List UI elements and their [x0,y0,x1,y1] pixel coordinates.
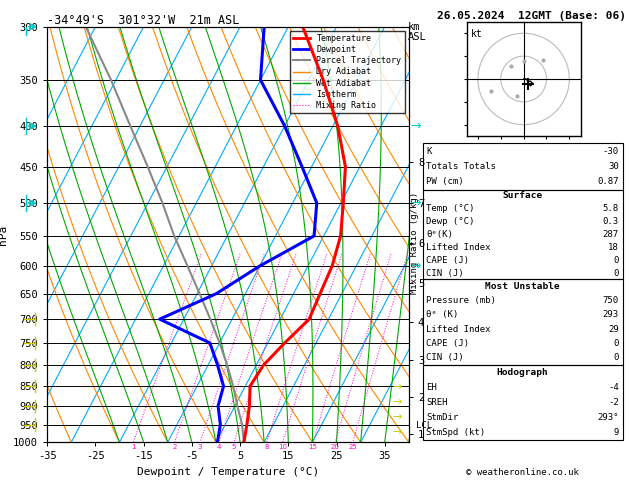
Text: Lifted Index: Lifted Index [426,243,491,252]
Text: Mixing Ratio (g/kg): Mixing Ratio (g/kg) [410,192,419,294]
Text: Most Unstable: Most Unstable [486,282,560,291]
Text: Surface: Surface [503,191,543,200]
Text: 1: 1 [131,444,136,451]
Text: km: km [408,22,420,32]
Text: 293°: 293° [598,413,619,422]
Text: LCL: LCL [416,421,432,430]
Text: →: → [411,260,421,273]
Text: SREH: SREH [426,398,448,407]
Text: Hodograph: Hodograph [497,367,548,377]
Text: →: → [393,382,402,392]
Text: 29: 29 [608,325,619,333]
Text: 2: 2 [172,444,177,451]
Text: CIN (J): CIN (J) [426,353,464,362]
Text: 5: 5 [231,444,236,451]
Text: ASL: ASL [408,32,426,42]
Text: 0: 0 [613,256,619,265]
Text: Pressure (mb): Pressure (mb) [426,296,496,305]
Text: 287: 287 [603,230,619,239]
Text: Temp (°C): Temp (°C) [426,204,475,213]
Text: 3: 3 [198,444,203,451]
Text: © weatheronline.co.uk: © weatheronline.co.uk [465,468,579,477]
Text: StmDir: StmDir [426,413,459,422]
Text: 25: 25 [348,444,357,451]
Text: →: → [411,196,421,209]
Text: 8: 8 [264,444,269,451]
Text: 5.8: 5.8 [603,204,619,213]
Text: -34°49'S  301°32'W  21m ASL: -34°49'S 301°32'W 21m ASL [47,14,240,27]
Text: K: K [426,147,432,156]
Text: →: → [411,120,421,133]
Text: 0: 0 [613,269,619,278]
Text: 0: 0 [613,339,619,348]
Text: PW (cm): PW (cm) [426,177,464,186]
Y-axis label: hPa: hPa [0,225,8,244]
Text: 9: 9 [613,428,619,437]
Text: Dewp (°C): Dewp (°C) [426,217,475,226]
Text: CAPE (J): CAPE (J) [426,256,469,265]
Text: 26.05.2024  12GMT (Base: 06): 26.05.2024 12GMT (Base: 06) [437,11,626,21]
Text: 0.87: 0.87 [598,177,619,186]
Text: 18: 18 [608,243,619,252]
Text: 750: 750 [603,296,619,305]
Text: θᵉ(K): θᵉ(K) [426,230,454,239]
Text: 20: 20 [331,444,340,451]
Text: →: → [393,397,402,407]
Text: -30: -30 [603,147,619,156]
Legend: Temperature, Dewpoint, Parcel Trajectory, Dry Adiabat, Wet Adiabat, Isotherm, Mi: Temperature, Dewpoint, Parcel Trajectory… [290,31,404,113]
Text: θᵉ (K): θᵉ (K) [426,311,459,319]
Text: -4: -4 [608,382,619,392]
Text: Lifted Index: Lifted Index [426,325,491,333]
Text: 4: 4 [217,444,221,451]
Text: 15: 15 [309,444,318,451]
Text: EH: EH [426,382,437,392]
Text: 0.3: 0.3 [603,217,619,226]
Text: Totals Totals: Totals Totals [426,162,496,171]
Text: 10: 10 [278,444,287,451]
Text: 30: 30 [608,162,619,171]
Text: StmSpd (kt): StmSpd (kt) [426,428,486,437]
Text: 293: 293 [603,311,619,319]
Text: CAPE (J): CAPE (J) [426,339,469,348]
Text: →: → [393,412,402,422]
Text: →: → [393,427,402,437]
Text: CIN (J): CIN (J) [426,269,464,278]
Text: -2: -2 [608,398,619,407]
Text: 0: 0 [613,353,619,362]
X-axis label: Dewpoint / Temperature (°C): Dewpoint / Temperature (°C) [137,467,319,477]
Text: kt: kt [471,29,483,39]
